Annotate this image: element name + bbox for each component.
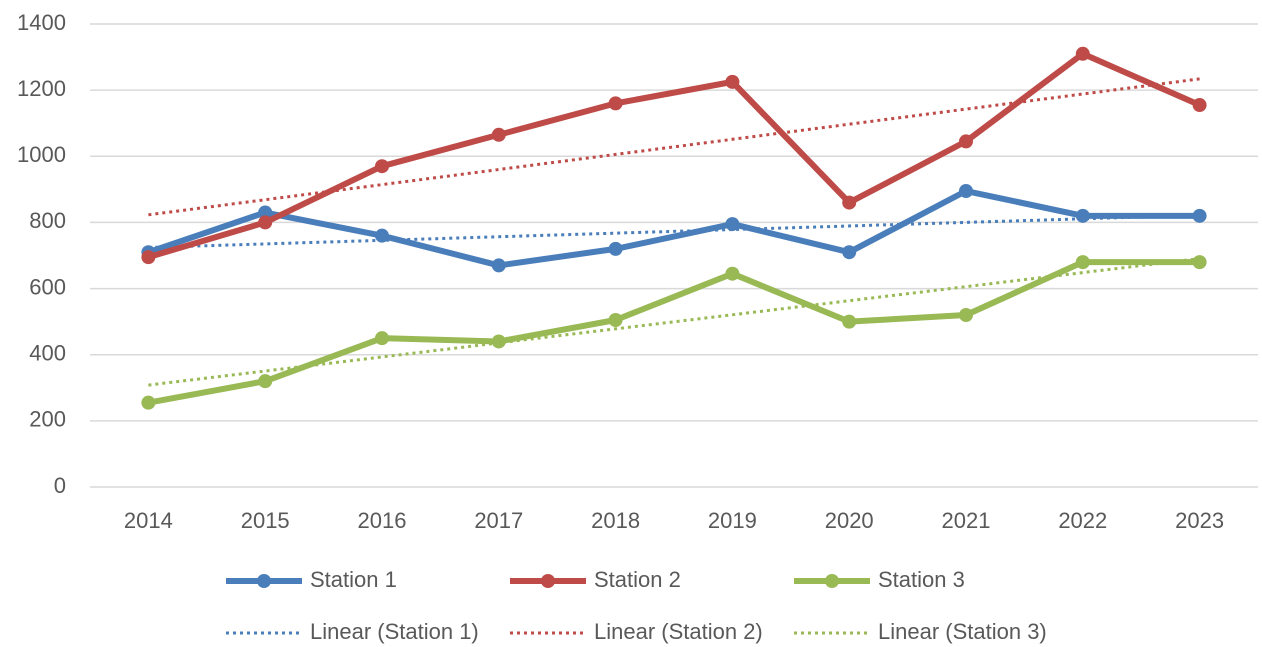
series-line [147, 188, 1200, 269]
legend-label: Station 1 [310, 567, 397, 592]
data-point [375, 159, 389, 174]
legend-marker [257, 574, 271, 588]
data-point [608, 312, 623, 327]
trendline [148, 213, 1200, 250]
data-point [959, 308, 973, 323]
legend-label: Station 2 [594, 567, 681, 592]
data-point [959, 134, 973, 149]
data-point [375, 228, 389, 243]
data-point [842, 245, 857, 260]
data-point [141, 395, 156, 410]
data-point [1075, 46, 1090, 61]
data-point [842, 314, 857, 329]
x-tick-label: 2021 [942, 508, 991, 533]
x-tick-label: 2019 [708, 508, 757, 533]
x-tick-label: 2015 [241, 508, 290, 533]
legend-marker [825, 574, 839, 588]
data-point [959, 184, 973, 199]
x-tick-label: 2018 [591, 508, 640, 533]
legend-label: Linear (Station 3) [878, 619, 1047, 644]
x-tick-label: 2022 [1058, 508, 1107, 533]
y-tick-label: 1200 [17, 76, 66, 101]
y-tick-label: 600 [29, 274, 66, 299]
y-tick-label: 200 [29, 407, 66, 432]
y-tick-label: 0 [54, 473, 66, 498]
data-point [1192, 255, 1207, 270]
x-tick-label: 2023 [1175, 508, 1224, 533]
legend-marker [541, 574, 555, 588]
y-tick-label: 1400 [17, 10, 66, 35]
data-point [491, 334, 506, 349]
legend-label: Station 3 [878, 567, 965, 592]
data-point [491, 258, 506, 273]
trendline [148, 77, 1200, 217]
legend-label: Linear (Station 2) [594, 619, 763, 644]
data-point [608, 241, 623, 256]
x-tick-label: 2014 [124, 508, 173, 533]
data-point [1192, 208, 1207, 223]
data-point [375, 331, 389, 346]
data-point [725, 217, 740, 232]
data-point [1192, 98, 1207, 113]
data-point [258, 205, 273, 220]
data-point [141, 250, 156, 265]
data-point [842, 195, 857, 210]
legend-label: Linear (Station 1) [310, 619, 479, 644]
data-point [725, 74, 740, 89]
data-point [1075, 255, 1090, 270]
y-tick-label: 1000 [17, 142, 66, 167]
x-tick-label: 2017 [474, 508, 523, 533]
data-point [725, 266, 740, 281]
y-tick-label: 400 [29, 341, 66, 366]
trendline [148, 257, 1200, 387]
x-tick-label: 2016 [358, 508, 407, 533]
data-point [1075, 208, 1090, 223]
series-line [147, 50, 1201, 261]
x-tick-label: 2020 [825, 508, 874, 533]
y-tick-label: 800 [29, 208, 66, 233]
data-point [258, 215, 273, 230]
data-point [491, 127, 506, 142]
data-point [258, 374, 273, 389]
series-line [147, 259, 1200, 406]
data-point [608, 96, 623, 111]
